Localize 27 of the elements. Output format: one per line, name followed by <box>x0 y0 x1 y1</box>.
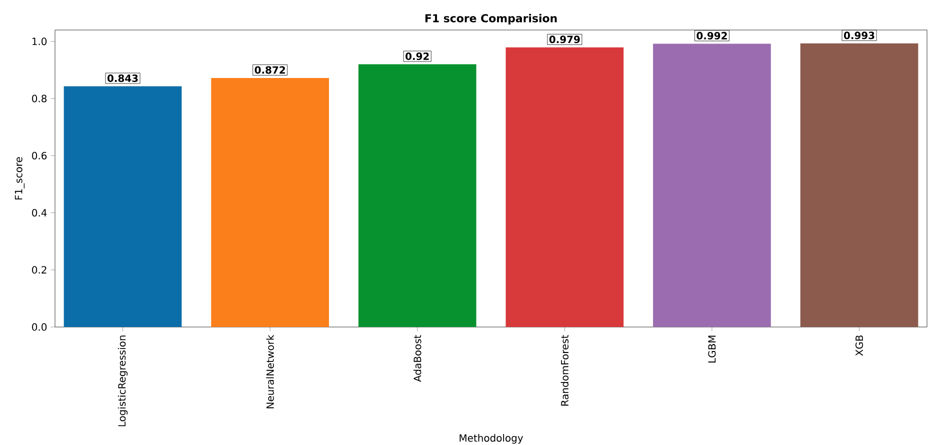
data-label: 0.979 <box>549 36 580 44</box>
bar <box>800 43 918 327</box>
y-tick-label: 0.4 <box>32 208 47 217</box>
data-label: 0.993 <box>844 32 874 40</box>
y-axis-title: F1_score <box>14 157 25 200</box>
bar <box>64 86 182 327</box>
y-tick-label: 0.0 <box>32 323 47 331</box>
chart-title: F1 score Comparision <box>425 14 557 24</box>
x-tick-label: RandomForest <box>560 334 569 406</box>
bar <box>506 47 624 327</box>
y-tick-label: 0.6 <box>32 152 47 160</box>
data-label: 0.992 <box>696 32 727 40</box>
data-label: 0.872 <box>254 66 285 74</box>
bar <box>653 44 771 327</box>
data-label: 0.92 <box>406 52 429 60</box>
bar <box>358 64 476 327</box>
x-tick-label: XGB <box>855 335 864 356</box>
y-tick-label: 0.2 <box>32 266 46 274</box>
y-tick-label: 0.8 <box>32 94 47 102</box>
bar <box>211 78 329 327</box>
x-tick-label: LogisticRegression <box>118 336 128 426</box>
x-axis-title: Methodology <box>460 434 524 444</box>
x-tick-label: AdaBoost <box>413 334 422 382</box>
x-tick-label: LGBM <box>708 336 716 362</box>
data-label: 0.843 <box>107 74 138 82</box>
x-tick-label: NeuralNetwork <box>266 334 274 408</box>
y-tick-label: 1.0 <box>32 38 47 46</box>
